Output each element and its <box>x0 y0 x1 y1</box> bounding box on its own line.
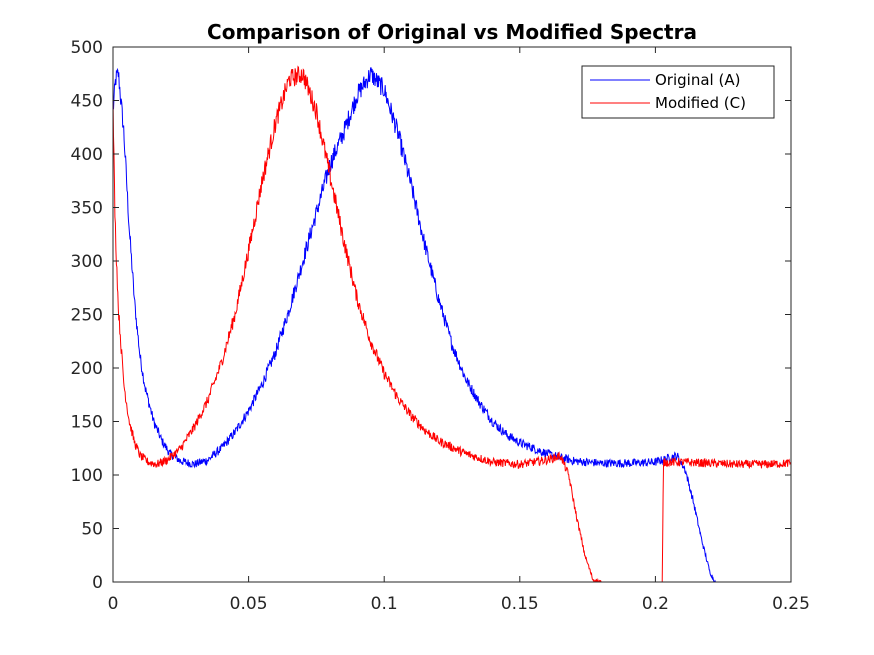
y-tick-label: 50 <box>81 520 103 540</box>
y-tick-label: 200 <box>71 359 103 379</box>
chart-title: Comparison of Original vs Modified Spect… <box>207 20 697 44</box>
y-tick-label: 0 <box>92 573 103 593</box>
y-tick-label: 350 <box>71 199 103 219</box>
x-tick-label: 0.15 <box>501 594 539 614</box>
legend-box <box>581 65 775 119</box>
y-tick-label: 400 <box>71 145 103 165</box>
legend: Original (A) Modified (C) <box>581 65 775 119</box>
legend-label: Original (A) <box>655 71 740 89</box>
x-tick-label: 0.1 <box>371 594 398 614</box>
x-tick-label: 0.25 <box>772 594 810 614</box>
x-tick-label: 0.2 <box>642 594 669 614</box>
y-tick-label: 150 <box>71 413 103 433</box>
y-tick-label: 250 <box>71 306 103 326</box>
ticks-layer: 0 0.05 0.1 0.15 0.2 0.25 0 50 100 150 200 250 300 350… <box>71 38 810 614</box>
y-tick-label: 100 <box>71 466 103 486</box>
y-tick-label: 300 <box>71 252 103 272</box>
x-tick-label: 0.05 <box>230 594 268 614</box>
series-layer <box>113 65 791 582</box>
series-line-2 <box>113 65 791 582</box>
series-line-1 <box>113 67 791 582</box>
legend-label: Modified (C) <box>655 94 746 112</box>
y-tick-label: 500 <box>71 38 103 58</box>
x-tick-label: 0 <box>108 594 119 614</box>
y-tick-label: 450 <box>71 92 103 112</box>
